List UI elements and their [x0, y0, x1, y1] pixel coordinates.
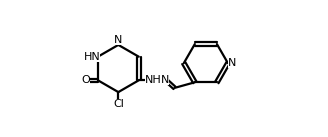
- Text: NH: NH: [145, 75, 162, 85]
- Text: Cl: Cl: [113, 99, 124, 109]
- Text: HN: HN: [84, 52, 100, 62]
- Text: N: N: [114, 35, 123, 45]
- Text: O: O: [82, 75, 91, 85]
- Text: N: N: [228, 58, 236, 68]
- Text: N: N: [160, 75, 169, 85]
